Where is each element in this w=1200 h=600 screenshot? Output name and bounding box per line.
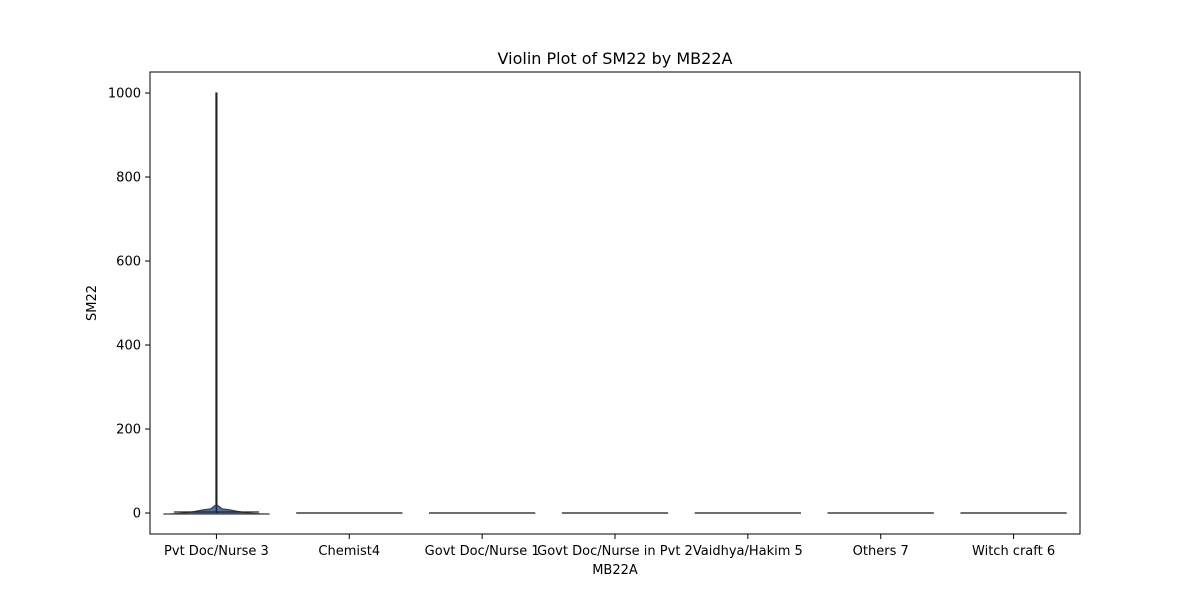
x-tick-label: Vaidhya/Hakim 5 — [693, 544, 803, 559]
y-tick-label: 400 — [116, 339, 141, 354]
x-axis-label: MB22A — [592, 563, 638, 578]
y-tick-label: 200 — [116, 423, 141, 438]
y-axis-label: SM22 — [85, 285, 100, 321]
x-tick-label: Others 7 — [853, 544, 909, 559]
x-tick-label: Witch craft 6 — [972, 544, 1055, 559]
x-tick-label: Pvt Doc/Nurse 3 — [164, 544, 269, 559]
x-axis: Pvt Doc/Nurse 3 Chemist4 Govt Doc/Nurse 1G… — [164, 534, 1055, 559]
chart-title: Violin Plot of SM22 by MB22A — [498, 49, 733, 68]
violin-group — [163, 92, 1067, 515]
plot-area — [149, 71, 1081, 535]
y-axis: 0 200 400 600 800 1000 — [108, 87, 150, 522]
y-tick-label: 800 — [116, 171, 141, 186]
x-tick-label: Govt Doc/Nurse in Pvt 2 — [537, 544, 693, 559]
y-tick-label: 600 — [116, 255, 141, 270]
y-tick-label: 0 — [133, 507, 141, 522]
x-tick-label: Chemist4 — [318, 544, 380, 559]
x-tick-label: Govt Doc/Nurse 1 — [425, 544, 540, 559]
y-tick-label: 1000 — [108, 87, 141, 102]
